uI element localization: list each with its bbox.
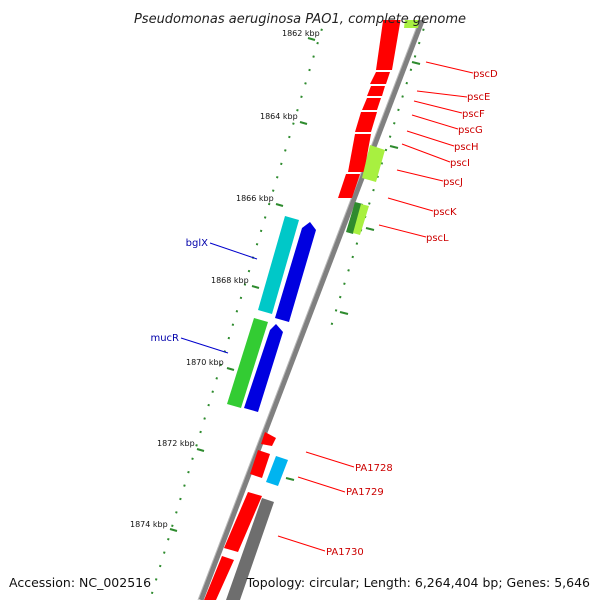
gene-pscJ-lime: [362, 145, 385, 182]
gene-PA1730-red-1: [224, 492, 262, 552]
gene-bglX-blue: [275, 222, 316, 322]
tick-labels: 1862 kbp 1864 kbp 1866 kbp 1868 kbp 1870…: [130, 29, 320, 529]
gene-label-PA1729: PA1729: [346, 487, 384, 498]
gene-label-PA1728: PA1728: [355, 463, 393, 474]
gene-psc-red-1: [376, 20, 401, 70]
tick-label-1872: 1872 kbp: [157, 439, 195, 448]
tick-1872: [196, 448, 205, 452]
gene-label-pscL: pscL: [426, 233, 449, 244]
leader-lines: [180, 61, 474, 552]
gene-PA1730-red-2: [204, 556, 234, 600]
tick-label-1866: 1866 kbp: [236, 194, 274, 203]
accession-text: Accession: NC_002516: [9, 575, 151, 590]
outer-dotted-ring: [329, 20, 428, 331]
gene-pscL-green: [346, 202, 363, 234]
gene-label-pscF: pscF: [462, 109, 485, 120]
inner-dotted-ring: [149, 20, 326, 600]
tick-marks: [169, 37, 421, 532]
gene-mucR-blue: [244, 324, 283, 412]
gene-mucR-green: [227, 318, 268, 408]
tick-1868: [251, 285, 260, 289]
genome-summary-text: Topology: circular; Length: 6,264,404 bp…: [246, 575, 590, 590]
tick-1874: [169, 528, 178, 532]
gene-psc-red-4: [362, 98, 381, 110]
gene-psc-red-2: [370, 72, 390, 84]
tick-label-1862: 1862 kbp: [282, 29, 320, 38]
tick-1866: [275, 203, 284, 207]
gene-label-pscD: pscD: [473, 69, 498, 80]
gene-label-pscG: pscG: [458, 125, 483, 136]
tick-1864: [299, 121, 308, 125]
gene-label-pscI: pscI: [450, 158, 470, 169]
gene-psc-red-5: [355, 112, 377, 132]
gene-psc-red-7: [338, 174, 360, 198]
tick-label-1874: 1874 kbp: [130, 520, 168, 529]
gene-PA1729-sky: [266, 456, 288, 486]
gene-label-pscK: pscK: [433, 207, 457, 218]
gene-label-pscH: pscH: [454, 142, 479, 153]
map-title: Pseudomonas aeruginosa PAO1, complete ge…: [134, 12, 466, 27]
tick-1862: [307, 37, 316, 41]
gene-top-lime: [404, 20, 420, 28]
gene-bglX-cyan: [258, 216, 299, 314]
gene-PA1728-red: [250, 450, 270, 478]
gene-psc-red-3: [367, 86, 385, 96]
gene-top-green: [409, 0, 419, 8]
gene-PA1730-gray: [226, 498, 274, 600]
tick-label-1868: 1868 kbp: [211, 276, 249, 285]
outer-strand-genes: [338, 0, 420, 235]
gene-PA1728-red-small: [261, 432, 276, 446]
gene-label-bglX: bglX: [186, 238, 208, 249]
tick-1870: [226, 367, 235, 371]
tick-label-1864: 1864 kbp: [260, 112, 298, 121]
gene-label-pscE: pscE: [467, 92, 490, 103]
tick-label-1870: 1870 kbp: [186, 358, 224, 367]
inner-strand-genes: [204, 216, 316, 600]
gene-pscL-lime: [353, 204, 369, 235]
gene-label-mucR: mucR: [150, 333, 179, 344]
gene-label-pscJ: pscJ: [443, 177, 463, 188]
genome-backbone: [197, 20, 426, 600]
gene-label-PA1730: PA1730: [326, 547, 364, 558]
gene-labels: pscD pscE pscF pscG pscH pscI pscJ pscK …: [150, 69, 498, 558]
gene-psc-red-6: [348, 134, 371, 172]
